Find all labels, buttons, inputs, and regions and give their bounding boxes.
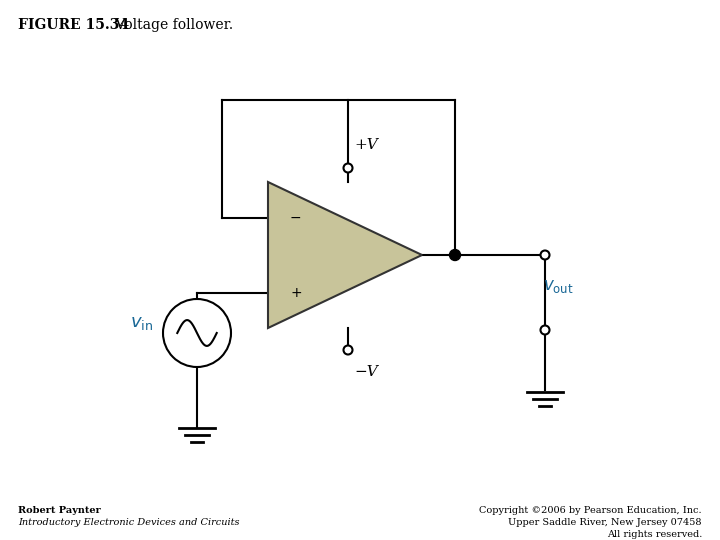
Text: Upper Saddle River, New Jersey 07458: Upper Saddle River, New Jersey 07458 [508, 518, 702, 527]
Polygon shape [268, 182, 422, 328]
Text: +V: +V [354, 138, 378, 152]
Text: FIGURE 15.34: FIGURE 15.34 [18, 18, 129, 32]
Text: Copyright ©2006 by Pearson Education, Inc.: Copyright ©2006 by Pearson Education, In… [480, 506, 702, 515]
Circle shape [449, 249, 461, 260]
Circle shape [163, 299, 231, 367]
Text: All rights reserved.: All rights reserved. [607, 530, 702, 539]
Circle shape [541, 251, 549, 260]
Text: −: − [290, 211, 302, 225]
Text: Introductory Electronic Devices and Circuits: Introductory Electronic Devices and Circ… [18, 518, 240, 527]
Text: −V: −V [354, 365, 378, 379]
Circle shape [541, 326, 549, 334]
Text: +: + [290, 286, 302, 300]
Text: $\mathit{v}_{\mathrm{in}}$: $\mathit{v}_{\mathrm{in}}$ [130, 314, 153, 332]
Circle shape [343, 346, 353, 354]
Circle shape [343, 164, 353, 172]
Text: Voltage follower.: Voltage follower. [98, 18, 233, 32]
Text: $\mathit{v}_{\mathrm{out}}$: $\mathit{v}_{\mathrm{out}}$ [543, 277, 574, 295]
Text: Robert Paynter: Robert Paynter [18, 506, 101, 515]
